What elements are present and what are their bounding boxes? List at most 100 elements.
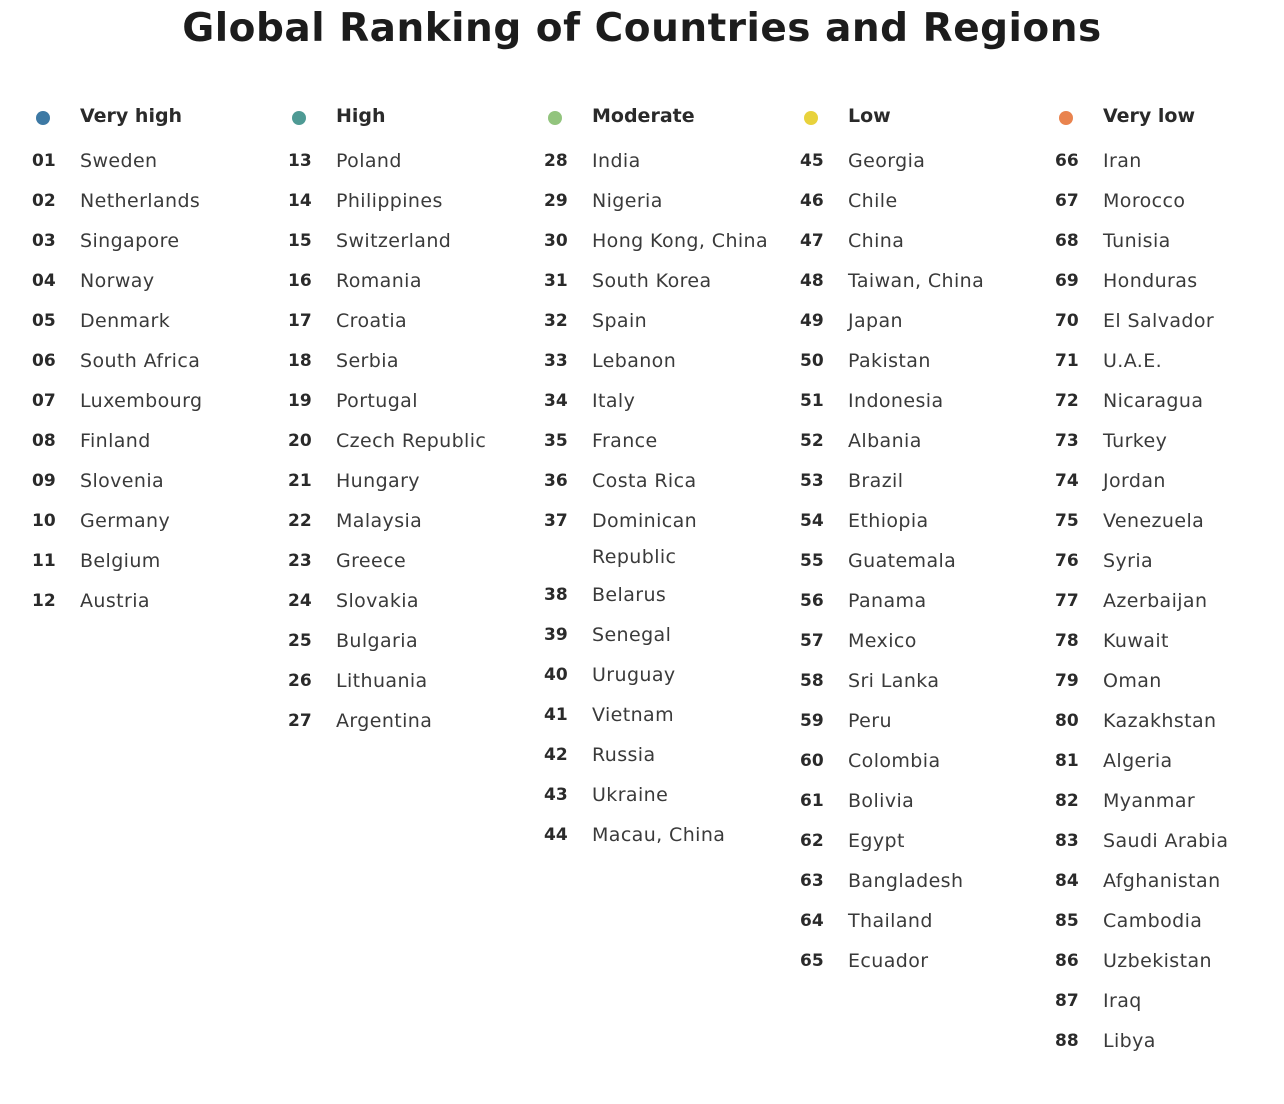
rank-number: 22 [288, 511, 312, 531]
list-item: 64 Thailand [800, 903, 1050, 943]
country-name: Ethiopia [848, 510, 929, 532]
list-item: 73 Turkey [1055, 423, 1284, 463]
rank-number: 62 [800, 831, 824, 851]
country-name: Lebanon [592, 350, 677, 372]
country-name: Brazil [848, 470, 904, 492]
category-color-dot-icon [292, 111, 306, 125]
country-name: Turkey [1103, 430, 1168, 452]
country-name: Malaysia [336, 510, 423, 532]
list-item: 18 Serbia [288, 343, 538, 383]
country-name: Colombia [848, 750, 941, 772]
ranking-list: 13 Poland 14 Philippines 15 Switzerland 16 Roma… [288, 143, 538, 743]
list-item: 26 Lithuania [288, 663, 538, 703]
list-item: 24 Slovakia [288, 583, 538, 623]
list-item: 65 Ecuador [800, 943, 1050, 983]
country-name: Slovenia [80, 470, 165, 492]
country-name: Russia [592, 744, 656, 766]
rank-number: 54 [800, 511, 824, 531]
country-name: Dominican Republic [592, 510, 698, 568]
rank-number: 79 [1055, 671, 1079, 691]
country-name: Kuwait [1103, 630, 1169, 652]
country-name: Iran [1103, 150, 1142, 172]
list-item: 22 Malaysia [288, 503, 538, 543]
country-name: Belgium [80, 550, 161, 572]
country-name: Cambodia [1103, 910, 1203, 932]
rank-number: 23 [288, 551, 312, 571]
rank-number: 08 [32, 431, 56, 451]
list-item: 25 Bulgaria [288, 623, 538, 663]
rank-number: 29 [544, 191, 568, 211]
country-name: Pakistan [848, 350, 931, 372]
list-item: 77 Azerbaijan [1055, 583, 1284, 623]
country-name: Peru [848, 710, 892, 732]
rank-number: 12 [32, 591, 56, 611]
category-column-very-low: Very low 66 Iran 67 Morocco 68 Tunisia 69 Hondu… [1055, 100, 1284, 1063]
list-item: 04 Norway [32, 263, 282, 303]
list-item: 34 Italy [544, 383, 794, 423]
list-item: 31 South Korea [544, 263, 794, 303]
rank-number: 27 [288, 711, 312, 731]
rank-number: 24 [288, 591, 312, 611]
rank-number: 57 [800, 631, 824, 651]
rank-number: 72 [1055, 391, 1079, 411]
country-name: Azerbaijan [1103, 590, 1208, 612]
country-name: India [592, 150, 641, 172]
list-item: 80 Kazakhstan [1055, 703, 1284, 743]
list-item: 68 Tunisia [1055, 223, 1284, 263]
country-name: Slovakia [336, 590, 419, 612]
category-header: Low [800, 100, 1050, 132]
country-name: Japan [848, 310, 903, 332]
list-item: 81 Algeria [1055, 743, 1284, 783]
list-item: 66 Iran [1055, 143, 1284, 183]
category-header: Very low [1055, 100, 1284, 132]
rank-number: 13 [288, 151, 312, 171]
list-item: 88 Libya [1055, 1023, 1284, 1063]
list-item: 42 Russia [544, 737, 794, 777]
country-name: South Korea [592, 270, 712, 292]
list-item: 01 Sweden [32, 143, 282, 183]
rank-number: 38 [544, 585, 568, 605]
country-name: Panama [848, 590, 927, 612]
country-name: Romania [336, 270, 422, 292]
rank-number: 32 [544, 311, 568, 331]
country-name: Serbia [336, 350, 399, 372]
list-item: 29 Nigeria [544, 183, 794, 223]
country-name: Netherlands [80, 190, 201, 212]
rank-number: 03 [32, 231, 56, 251]
rank-number: 49 [800, 311, 824, 331]
country-name: Italy [592, 390, 636, 412]
list-item: 59 Peru [800, 703, 1050, 743]
list-item: 74 Jordan [1055, 463, 1284, 503]
rank-number: 01 [32, 151, 56, 171]
rank-number: 21 [288, 471, 312, 491]
list-item: 10 Germany [32, 503, 282, 543]
list-item: 79 Oman [1055, 663, 1284, 703]
rank-number: 80 [1055, 711, 1079, 731]
list-item: 57 Mexico [800, 623, 1050, 663]
list-item: 46 Chile [800, 183, 1050, 223]
list-item: 49 Japan [800, 303, 1050, 343]
list-item: 87 Iraq [1055, 983, 1284, 1023]
country-name: Bangladesh [848, 870, 964, 892]
country-name: Croatia [336, 310, 408, 332]
country-name: Tunisia [1103, 230, 1171, 252]
country-name: Syria [1103, 550, 1154, 572]
list-item: 44 Macau, China [544, 817, 794, 857]
rank-number: 85 [1055, 911, 1079, 931]
list-item: 23 Greece [288, 543, 538, 583]
country-name: Ecuador [848, 950, 929, 972]
rank-number: 52 [800, 431, 824, 451]
country-name: Thailand [848, 910, 933, 932]
country-name: Nicaragua [1103, 390, 1204, 412]
country-name: Germany [80, 510, 171, 532]
country-name: Afghanistan [1103, 870, 1221, 892]
list-item: 21 Hungary [288, 463, 538, 503]
country-name: Sri Lanka [848, 670, 940, 692]
country-name: Costa Rica [592, 470, 697, 492]
rank-number: 87 [1055, 991, 1079, 1011]
ranking-list: 66 Iran 67 Morocco 68 Tunisia 69 Honduras 70 El S… [1055, 143, 1284, 1063]
country-name: Bolivia [848, 790, 915, 812]
rank-number: 25 [288, 631, 312, 651]
list-item: 48 Taiwan, China [800, 263, 1050, 303]
country-name: France [592, 430, 658, 452]
